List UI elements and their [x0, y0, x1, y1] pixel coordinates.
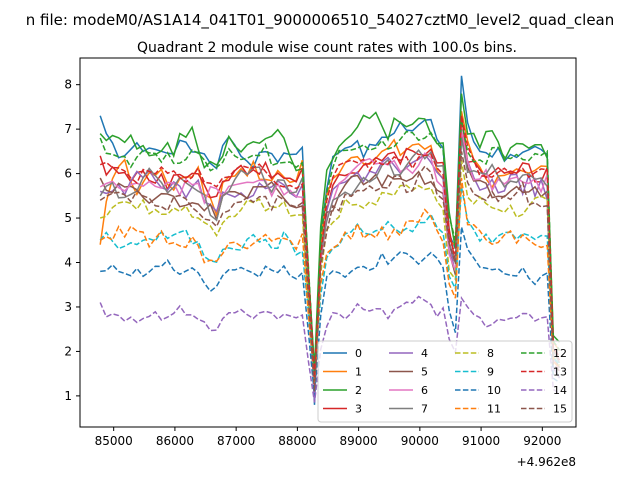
y-tick-label: 7	[64, 122, 72, 136]
series-line-12	[99, 120, 561, 374]
x-tick-label: 86000	[156, 434, 194, 448]
series-line-14	[99, 295, 560, 403]
chart-title: Quadrant 2 module wise count rates with …	[137, 40, 517, 56]
y-tick-label: 3	[64, 300, 72, 314]
series-line-11	[99, 177, 561, 383]
x-tick-label: 91000	[462, 434, 500, 448]
legend-label-0: 0	[355, 347, 362, 360]
legend-label-4: 4	[421, 347, 428, 360]
y-tick-label: 6	[64, 167, 72, 181]
legend-label-7: 7	[421, 403, 428, 416]
legend-label-1: 1	[355, 366, 362, 379]
legend-label-2: 2	[355, 384, 362, 397]
series-line-8	[99, 160, 561, 383]
legend-box	[317, 340, 573, 423]
legend-label-10: 10	[487, 384, 501, 397]
x-offset-label: +4.962e8	[517, 455, 576, 469]
y-tick-label: 5	[64, 211, 72, 225]
series-line-13	[99, 115, 561, 379]
legend-label-14: 14	[553, 384, 567, 397]
legend-label-8: 8	[487, 347, 494, 360]
legend-label-3: 3	[355, 403, 362, 416]
legend-label-11: 11	[487, 403, 501, 416]
legend-label-15: 15	[553, 403, 567, 416]
y-tick-label: 2	[64, 344, 72, 358]
series-line-9	[99, 186, 561, 379]
legend-label-13: 13	[553, 366, 567, 379]
x-tick-label: 90000	[401, 434, 439, 448]
x-tick-label: 89000	[340, 434, 378, 448]
series-line-2	[99, 93, 561, 370]
x-tick-label: 87000	[217, 434, 255, 448]
y-tick-label: 4	[64, 256, 72, 270]
legend-label-9: 9	[487, 366, 494, 379]
figure-suptitle: n file: modeM0/AS1A14_041T01_9000006510_…	[26, 11, 615, 30]
plot-frame	[79, 57, 577, 428]
legend-label-12: 12	[553, 347, 567, 360]
series-layer	[99, 75, 561, 405]
series-line-7	[99, 137, 561, 383]
x-axis: 85000 86000 87000 88000 89000 90000 91000 92000	[95, 427, 561, 448]
x-tick-label: 85000	[95, 434, 133, 448]
series-line-4	[99, 137, 561, 401]
x-tick-label: 88000	[278, 434, 316, 448]
y-axis: 1 2 3 4 5 6 7 8	[64, 78, 80, 403]
legend-label-5: 5	[421, 366, 428, 379]
series-line-15	[99, 151, 561, 392]
series-line-10	[100, 226, 560, 396]
y-tick-label: 1	[64, 389, 72, 403]
x-tick-label: 92000	[523, 434, 561, 448]
legend-label-6: 6	[421, 384, 428, 397]
y-tick-label: 8	[64, 78, 72, 92]
